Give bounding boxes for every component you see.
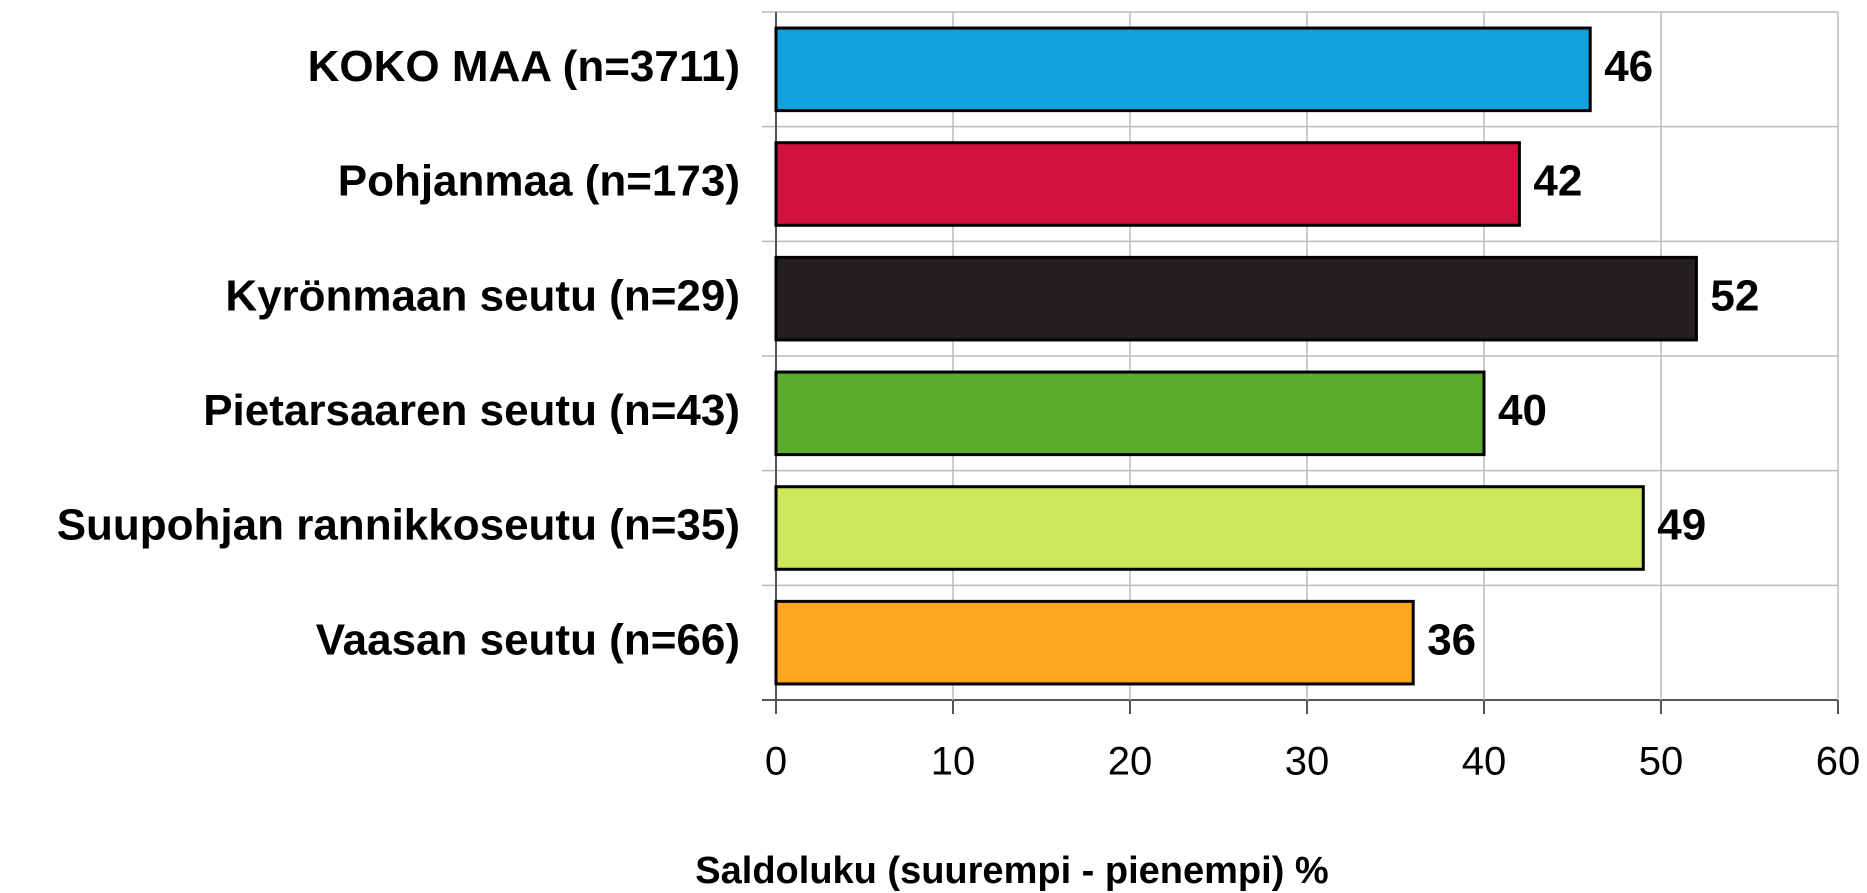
- x-tick-label: 30: [1285, 740, 1330, 784]
- x-tick-label: 60: [1816, 740, 1861, 784]
- bar: [774, 255, 1698, 342]
- value-label: 52: [1710, 271, 1759, 320]
- category-label: Kyrönmaan seutu (n=29): [225, 271, 740, 320]
- category-label: Vaasan seutu (n=66): [316, 615, 740, 664]
- bar: [774, 485, 1645, 571]
- category-label: KOKO MAA (n=3711): [308, 42, 740, 91]
- x-tick-label: 40: [1462, 740, 1507, 784]
- x-tick-label: 20: [1108, 740, 1153, 784]
- value-label: 40: [1498, 386, 1547, 435]
- value-label: 42: [1533, 157, 1582, 206]
- x-tick-label: 10: [931, 740, 976, 784]
- x-axis-title: Saldoluku (suurempi - pienempi) %: [695, 850, 1328, 892]
- x-tick-label: 0: [765, 740, 787, 784]
- bar: [774, 370, 1486, 457]
- category-label: Suupohjan rannikkoseutu (n=35): [57, 501, 740, 550]
- x-tick-label: 50: [1639, 740, 1684, 784]
- bar: [774, 599, 1415, 686]
- category-label: Pohjanmaa (n=173): [338, 157, 740, 206]
- value-label: 49: [1657, 501, 1706, 550]
- category-label: Pietarsaaren seutu (n=43): [203, 386, 740, 435]
- value-label: 46: [1604, 42, 1653, 91]
- value-label: 36: [1427, 615, 1476, 664]
- bar: [774, 141, 1521, 227]
- bar: [774, 26, 1592, 113]
